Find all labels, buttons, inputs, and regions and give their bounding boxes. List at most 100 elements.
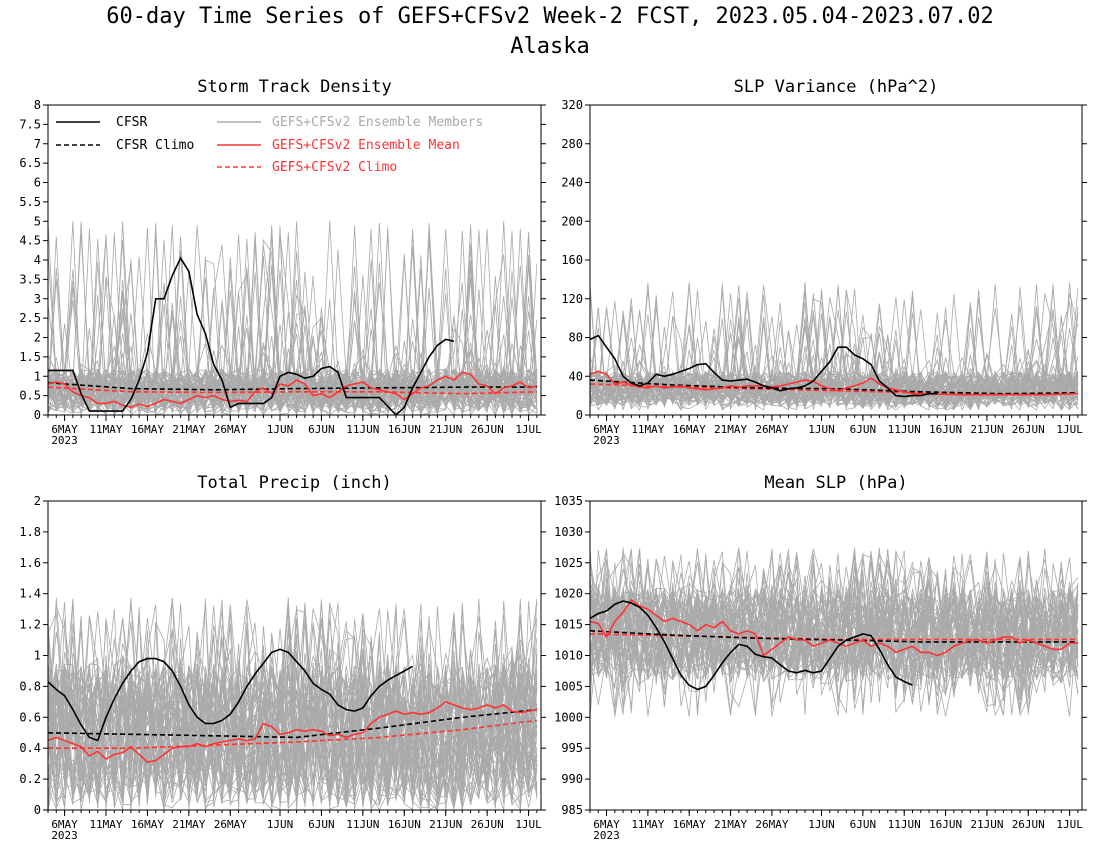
y-tick-label: 1010 [554, 649, 583, 663]
y-tick-label: 1030 [554, 525, 583, 539]
x-tick-label: 1JUN [808, 423, 835, 436]
panel-title: Total Precip (inch) [197, 473, 391, 493]
y-tick-label: 1.8 [19, 525, 41, 539]
x-tick-label: 6MAY [51, 423, 78, 436]
ensemble-mean-line [48, 701, 538, 763]
x-tick-label: 1JUN [267, 423, 294, 436]
page-title: 60-day Time Series of GEFS+CFSv2 Week-2 … [106, 4, 994, 29]
ensemble-member-line [48, 605, 538, 804]
x-tick-label: 26JUN [471, 423, 504, 436]
y-tick-label: 990 [561, 772, 583, 786]
x-tick-label: 11MAY [631, 423, 664, 436]
x-tick-label: 1JUL [1056, 423, 1083, 436]
y-tick-label: 0.6 [19, 710, 41, 724]
cfsr-line [590, 334, 938, 398]
y-tick-label: 6 [34, 176, 41, 190]
x-tick-label: 11JUN [888, 818, 921, 831]
y-tick-label: 200 [561, 214, 583, 228]
y-tick-label: 6.5 [19, 156, 41, 170]
ensemble-member-line [48, 233, 538, 415]
ensemble-member-line [48, 636, 538, 810]
y-tick-label: 5 [34, 214, 41, 228]
x-tick-label: 16MAY [673, 423, 706, 436]
y-tick-label: 1.5 [19, 350, 41, 364]
x-tick-label: 11JUN [346, 423, 379, 436]
legend-cfsr-climo-label: CFSR Climo [116, 138, 194, 153]
cfsr-line [48, 648, 413, 742]
cfsr-climo-line [48, 382, 537, 391]
x-tick-label: 1JUN [267, 818, 294, 831]
page-subtitle: Alaska [510, 34, 590, 59]
ensemble-member-line [48, 601, 538, 810]
plot-area [590, 281, 1079, 412]
y-tick-label: 1000 [554, 710, 583, 724]
panel-2: Total Precip (inch) 0 0.2 0.4 0.6 0.8 1 1.2 1.4 1… [19, 473, 546, 842]
y-tick-label: 2 [34, 494, 41, 508]
x-year-label: 2023 [593, 434, 620, 447]
y-tick-label: 2.5 [19, 311, 41, 325]
x-tick-label: 11MAY [89, 423, 122, 436]
x-tick-label: 21JUN [429, 818, 462, 831]
y-tick-label: 1.2 [19, 618, 41, 632]
x-tick-label: 6MAY [51, 818, 78, 831]
x-tick-label: 26JUN [1012, 818, 1045, 831]
x-tick-label: 26MAY [755, 818, 788, 831]
cfsr-climo-line [590, 379, 1078, 395]
ensemble-member-line [590, 556, 1079, 715]
cfsr-climo-line [48, 708, 537, 739]
x-tick-label: 1JUL [515, 818, 542, 831]
y-tick-label: 0 [34, 408, 41, 422]
ensemble-members [590, 281, 1079, 412]
y-tick-label: 7 [34, 137, 41, 151]
cfsr-line [590, 600, 913, 691]
panel-title: Storm Track Density [197, 77, 391, 97]
ensemble-member-line [48, 234, 538, 415]
ensemble-member-line [590, 549, 1078, 710]
y-tick-label: 8 [34, 98, 41, 112]
x-tick-label: 26JUN [1012, 423, 1045, 436]
y-tick-label: 1.6 [19, 556, 41, 570]
ensemble-member-line [48, 235, 538, 415]
ensemble-member-line [590, 551, 1079, 703]
x-tick-label: 16JUN [388, 423, 421, 436]
y-tick-label: 320 [561, 98, 583, 112]
panel-1: SLP Variance (hPa^2) 0 40 80 120 160 200 240 280… [561, 77, 1087, 447]
y-tick-label: 3 [34, 292, 41, 306]
x-tick-label: 16JUN [929, 423, 962, 436]
y-tick-label: 1 [34, 649, 41, 663]
ensemble-climo-line [48, 719, 537, 750]
ensemble-member-line [48, 225, 538, 413]
legend-members-label: GEFS+CFSv2 Ensemble Members [272, 115, 483, 130]
panel-title: Mean SLP (hPa) [764, 473, 907, 493]
y-tick-label: 160 [561, 253, 583, 267]
x-tick-label: 21MAY [172, 818, 205, 831]
legend-cfsr-label: CFSR [116, 115, 147, 130]
x-tick-label: 1JUL [515, 423, 542, 436]
y-tick-label: 3.5 [19, 272, 41, 286]
y-tick-label: 280 [561, 137, 583, 151]
x-tick-label: 11JUN [346, 818, 379, 831]
y-tick-label: 995 [561, 741, 583, 755]
x-tick-label: 16JUN [929, 818, 962, 831]
y-tick-label: 240 [561, 176, 583, 190]
x-tick-label: 26MAY [214, 818, 247, 831]
x-tick-label: 6JUN [850, 423, 877, 436]
ensemble-member-line [48, 307, 537, 415]
ensemble-member-line [48, 615, 538, 807]
x-year-label: 2023 [51, 829, 78, 842]
y-tick-label: 0.5 [19, 389, 41, 403]
x-year-label: 2023 [51, 434, 78, 447]
legend: CFSR CFSR Climo GEFS+CFSv2 Ensemble Member… [56, 115, 483, 175]
y-tick-label: 5.5 [19, 195, 41, 209]
x-tick-label: 1JUN [808, 818, 835, 831]
y-tick-label: 1020 [554, 587, 583, 601]
x-tick-label: 16JUN [388, 818, 421, 831]
ensemble-member-line [590, 284, 1079, 409]
ensemble-mean-line [590, 598, 1078, 657]
ensemble-members [590, 547, 1079, 717]
y-tick-label: 40 [569, 369, 583, 383]
y-tick-label: 1 [34, 369, 41, 383]
y-tick-label: 0 [34, 803, 41, 817]
ensemble-member-line [590, 291, 1079, 411]
